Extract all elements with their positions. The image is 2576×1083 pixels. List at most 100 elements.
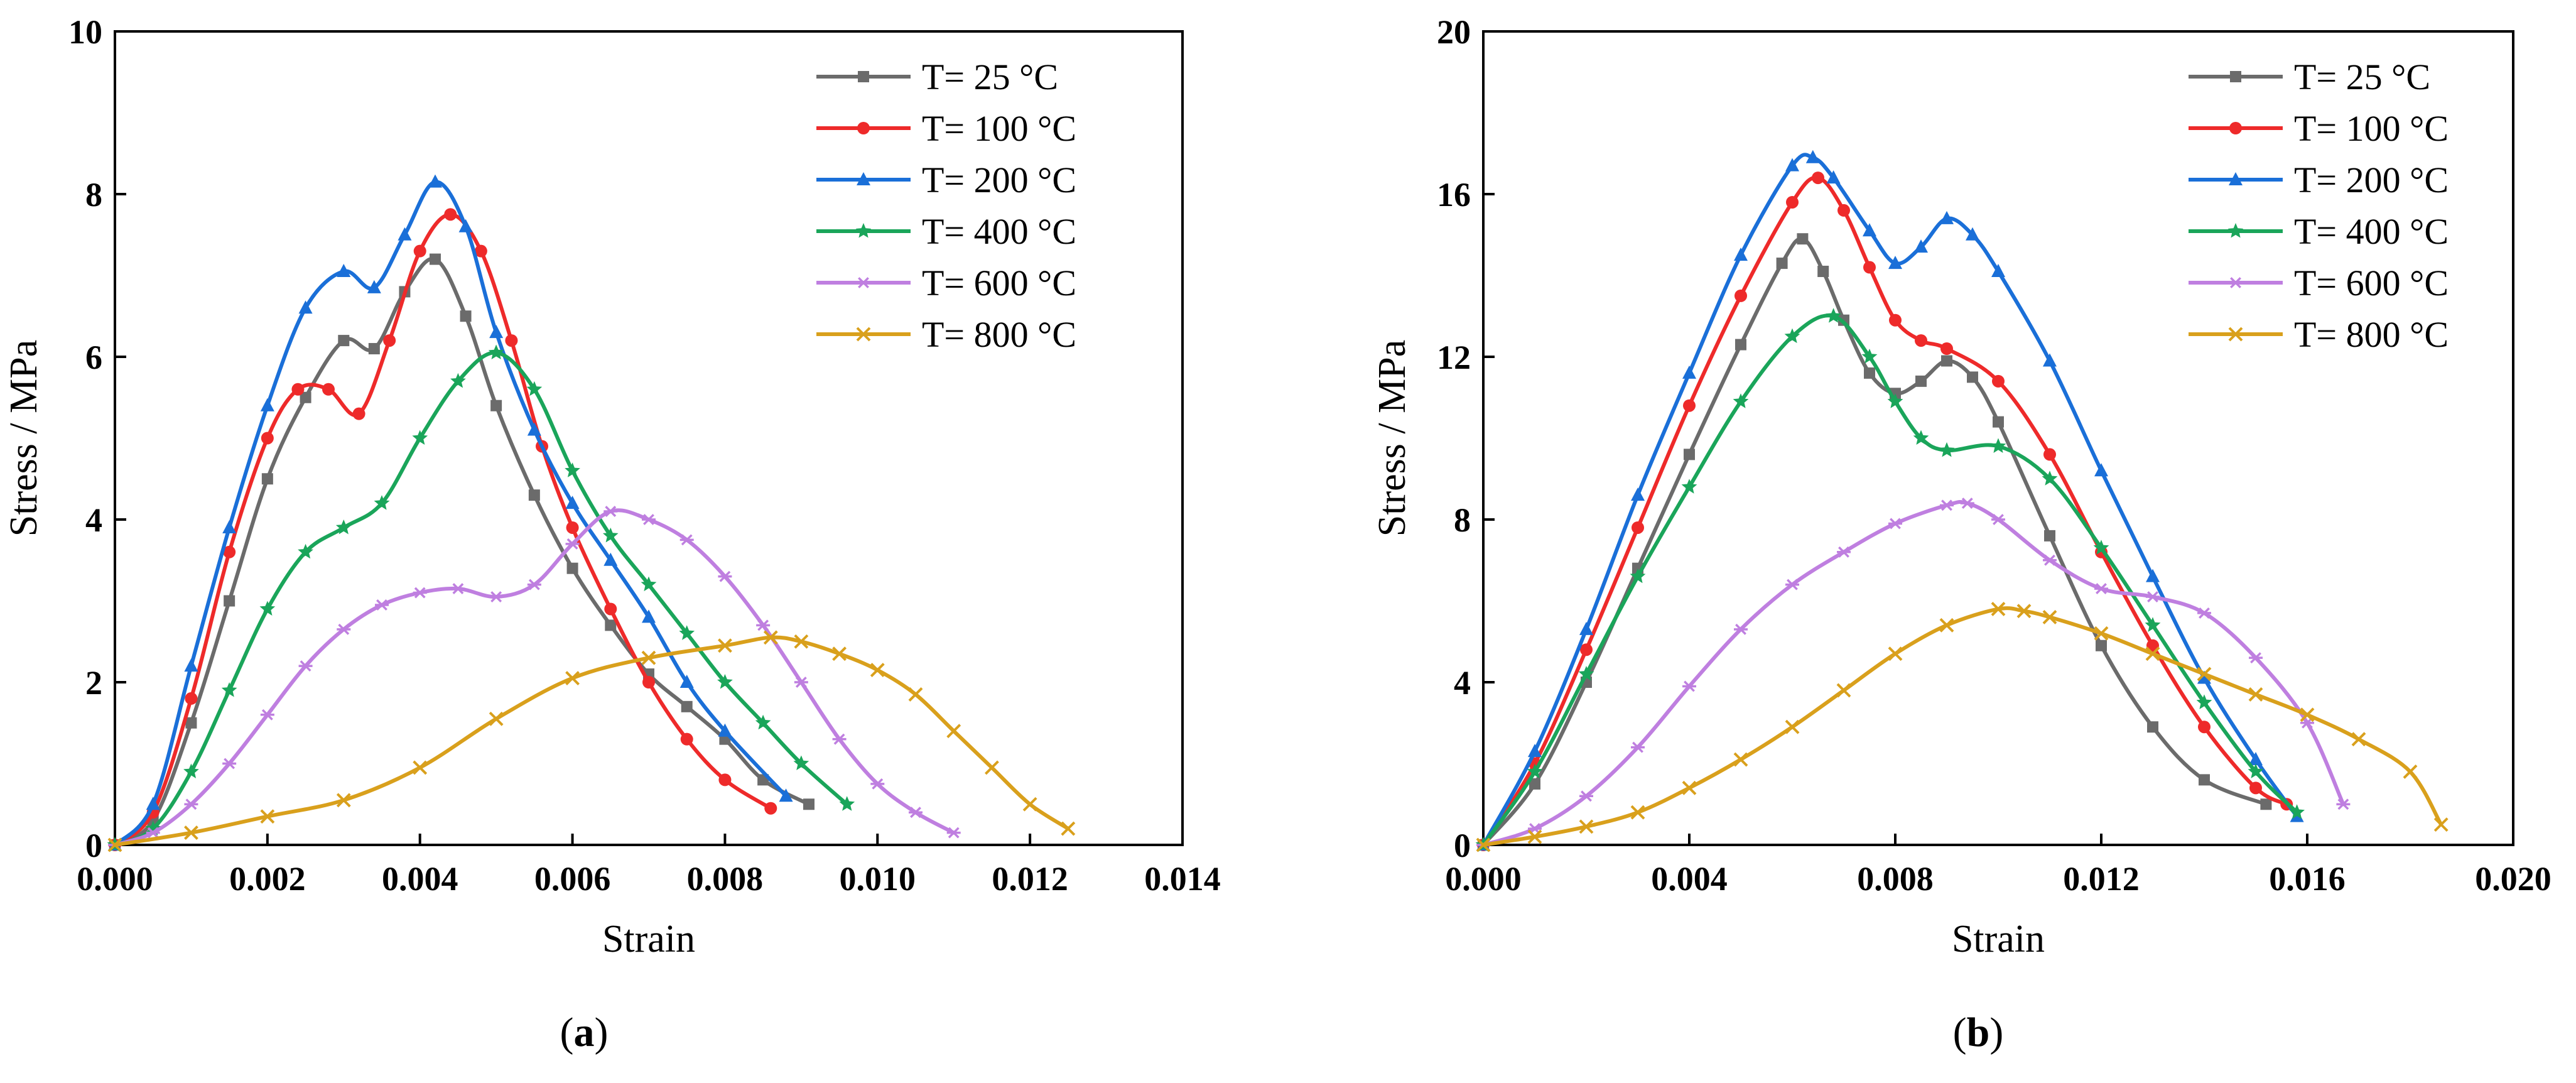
data-point <box>2145 646 2160 661</box>
data-point <box>1579 621 1593 635</box>
data-point <box>383 334 396 347</box>
data-point <box>908 687 923 702</box>
data-point <box>1888 646 1903 661</box>
data-point <box>946 724 961 739</box>
data-point <box>527 422 541 436</box>
x-tick-label: 0.008 <box>1857 860 1934 898</box>
data-point <box>2145 617 2161 632</box>
legend-label: T= 800 °C <box>2294 314 2449 355</box>
data-point <box>642 676 655 688</box>
x-tick-label: 0.004 <box>382 860 458 898</box>
data-point <box>430 253 441 265</box>
data-point <box>1863 223 1876 237</box>
legend-label: T= 25 °C <box>2294 57 2430 97</box>
data-point <box>1529 778 1540 790</box>
data-point <box>1991 514 2005 525</box>
chart-panel-a: 0.000 0.002 0.004 0.006 0.008 0.010 0.012 0.014… <box>3 13 1221 1055</box>
data-point <box>1682 365 1696 379</box>
data-point <box>1684 449 1695 460</box>
data-point <box>2249 781 2262 795</box>
data-point <box>1837 546 1851 558</box>
legend-swatch-marker <box>856 327 871 342</box>
data-point <box>1631 741 1645 753</box>
data-point <box>185 717 197 729</box>
data-point <box>444 208 457 221</box>
data-point <box>2197 667 2212 682</box>
data-point <box>1915 375 1927 387</box>
data-point <box>1993 416 2004 428</box>
legend-swatch-marker <box>855 223 872 238</box>
data-point <box>222 758 237 770</box>
data-point <box>368 343 380 355</box>
data-point <box>602 527 619 543</box>
legend-swatch-marker <box>2228 327 2243 342</box>
data-point <box>832 646 847 661</box>
data-point <box>681 700 693 712</box>
chart-panel-b: 0.000 0.004 0.008 0.012 0.016 0.020 0 4 8 12 16 20 S… <box>1371 13 2552 1055</box>
x-tick-label: 0.010 <box>840 860 916 898</box>
data-point <box>224 595 235 607</box>
data-point <box>1785 719 1800 734</box>
plot-frame <box>1482 30 2514 846</box>
data-point <box>1630 568 1646 584</box>
data-point <box>565 538 580 550</box>
data-point <box>375 599 389 611</box>
data-point <box>222 520 237 533</box>
x-tick-label: 0.016 <box>2269 860 2346 898</box>
data-point <box>1991 602 2006 616</box>
data-point <box>1734 248 1748 261</box>
x-tick-label: 0.004 <box>1651 860 1728 898</box>
panel-letter: b <box>1967 1010 1990 1055</box>
data-point <box>1682 780 1697 795</box>
data-point <box>1915 334 1927 347</box>
y-tick-label: 12 <box>1437 339 1471 376</box>
data-point <box>1992 374 2005 388</box>
x-tick-label: 0.000 <box>77 860 153 898</box>
data-point <box>374 495 390 510</box>
data-point <box>1889 313 1902 327</box>
x-tick-label: 0.002 <box>229 860 306 898</box>
data-point <box>337 623 351 635</box>
data-point <box>490 400 502 411</box>
data-point <box>1631 487 1645 501</box>
data-point <box>2043 554 2057 566</box>
legend-label: T= 400 °C <box>922 211 1076 252</box>
legend-swatch-marker <box>857 277 870 288</box>
data-point <box>679 675 694 688</box>
y-tick-label: 8 <box>85 176 102 214</box>
data-point <box>184 658 198 672</box>
data-point <box>1888 256 1902 269</box>
data-point <box>641 576 657 592</box>
panel-label: (a) <box>560 1010 609 1055</box>
data-point <box>763 630 778 645</box>
data-point <box>2147 721 2158 733</box>
data-point <box>603 506 618 517</box>
y-tick-label: 6 <box>85 339 102 376</box>
data-point <box>1864 367 1875 379</box>
data-point <box>2196 694 2212 709</box>
data-point <box>1863 261 1876 274</box>
data-point <box>335 520 352 535</box>
data-point <box>489 325 504 339</box>
legend-label: T= 200 °C <box>2294 160 2449 200</box>
series-400c <box>107 344 855 852</box>
legend-label: T= 25 °C <box>922 57 1058 97</box>
data-point <box>565 671 580 685</box>
data-point <box>2197 670 2211 684</box>
data-point <box>764 802 777 815</box>
data-point <box>298 660 313 672</box>
data-point <box>2336 798 2351 810</box>
y-tick-label: 4 <box>1454 664 1471 702</box>
data-point <box>718 723 732 737</box>
data-point <box>642 609 656 623</box>
data-point <box>2094 463 2108 477</box>
data-point <box>1527 763 1543 778</box>
data-point <box>2043 353 2057 367</box>
y-axis-title: Stress / MPa <box>3 340 45 536</box>
data-point <box>803 798 814 810</box>
series-line <box>113 635 1070 847</box>
series-line <box>113 256 811 847</box>
data-point <box>146 827 160 839</box>
data-point <box>261 473 273 485</box>
data-point <box>2094 626 2109 641</box>
